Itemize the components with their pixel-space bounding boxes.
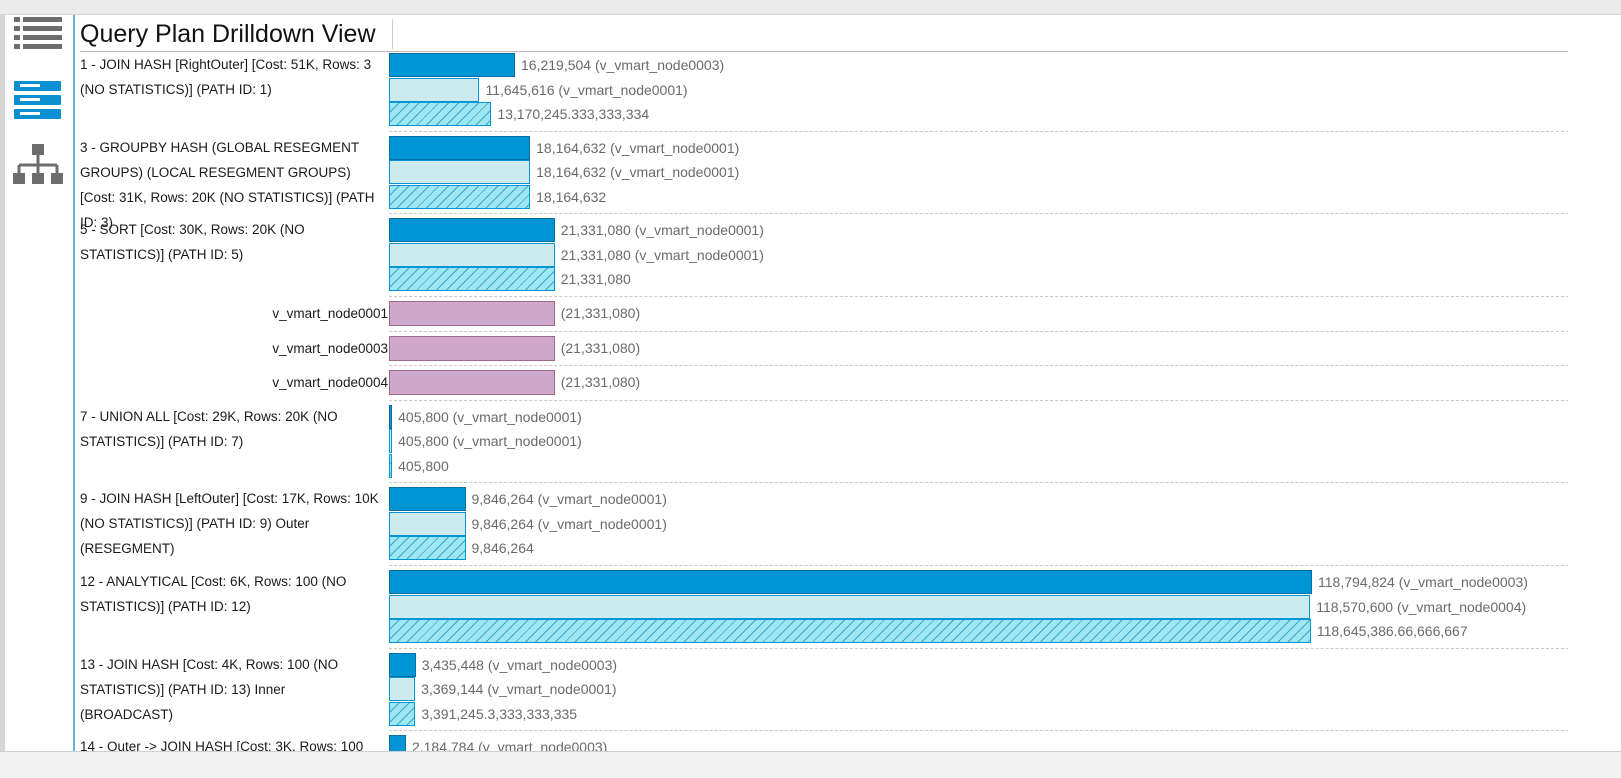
value-label: 9,846,264 <box>472 536 534 560</box>
row-separator <box>389 331 1568 332</box>
bar <box>389 185 530 209</box>
value-label: 13,170,245.333,333,334 <box>497 102 649 126</box>
value-label: 21,331,080 <box>561 267 631 291</box>
node-label: v_vmart_node0003 <box>80 336 388 361</box>
row-separator <box>389 365 1568 366</box>
value-label: (21,331,080) <box>561 336 640 360</box>
value-label: 21,331,080 (v_vmart_node0001) <box>561 218 764 242</box>
view-title: Query Plan Drilldown View <box>80 19 393 49</box>
bar <box>389 53 515 77</box>
value-label: 18,164,632 (v_vmart_node0001) <box>536 160 739 184</box>
bar <box>389 735 406 751</box>
operator-label: 5 - SORT [Cost: 30K, Rows: 20K (NO STATI… <box>80 217 380 267</box>
operator-label: 9 - JOIN HASH [LeftOuter] [Cost: 17K, Ro… <box>80 486 380 561</box>
list-icon[interactable] <box>14 17 62 49</box>
bar <box>389 595 1310 619</box>
bar <box>389 136 530 160</box>
row-separator <box>389 400 1568 401</box>
bar <box>389 653 416 677</box>
row-separator <box>389 296 1568 297</box>
bar <box>389 160 530 184</box>
value-label: 18,164,632 (v_vmart_node0001) <box>536 136 739 160</box>
bar <box>389 243 555 267</box>
bar <box>389 487 466 511</box>
value-label: 9,846,264 (v_vmart_node0001) <box>472 512 667 536</box>
bar <box>389 102 491 126</box>
bar <box>389 218 555 242</box>
value-label: 405,800 (v_vmart_node0001) <box>398 429 582 453</box>
node-label: v_vmart_node0004 <box>80 370 388 395</box>
bar <box>389 677 415 701</box>
node-bar <box>389 301 555 326</box>
value-label: (21,331,080) <box>561 370 640 394</box>
drilldown-panel: Query Plan Drilldown View 1 - JOIN HASH … <box>75 15 1568 751</box>
row-separator <box>389 131 1568 132</box>
value-label: 118,645,386.66,666,667 <box>1317 619 1468 643</box>
value-label: 118,794,824 (v_vmart_node0003) <box>1318 570 1528 594</box>
bar <box>389 619 1311 643</box>
sidebar <box>0 15 73 752</box>
value-label: 9,846,264 (v_vmart_node0001) <box>472 487 667 511</box>
right-margin <box>1568 15 1621 751</box>
row-separator <box>389 730 1568 731</box>
node-bar <box>389 370 555 395</box>
row-separator <box>389 213 1568 214</box>
bar <box>389 454 392 478</box>
node-label: v_vmart_node0001 <box>80 301 388 326</box>
bar <box>389 78 479 102</box>
value-label: 405,800 <box>398 454 449 478</box>
status-bar <box>0 751 1621 778</box>
operator-label: 12 - ANALYTICAL [Cost: 6K, Rows: 100 (NO… <box>80 569 380 619</box>
value-label: 118,570,600 (v_vmart_node0004) <box>1316 595 1526 619</box>
value-label: 21,331,080 (v_vmart_node0001) <box>561 243 764 267</box>
bar <box>389 405 392 429</box>
value-label: 16,219,504 (v_vmart_node0003) <box>521 53 724 77</box>
operator-label: 13 - JOIN HASH [Cost: 4K, Rows: 100 (NO … <box>80 652 380 727</box>
operator-label: 1 - JOIN HASH [RightOuter] [Cost: 51K, R… <box>80 52 380 102</box>
bar <box>389 429 392 453</box>
bar <box>389 702 415 726</box>
row-separator <box>389 648 1568 649</box>
value-label: 3,435,448 (v_vmart_node0003) <box>422 653 617 677</box>
server-icon[interactable] <box>14 81 61 119</box>
bar <box>389 536 466 560</box>
operator-label: 14 - Outer -> JOIN HASH [Cost: 3K, Rows:… <box>80 734 380 751</box>
bar <box>389 570 1312 594</box>
bar <box>389 267 555 291</box>
value-label: 11,645,616 (v_vmart_node0001) <box>485 78 687 102</box>
value-label: (21,331,080) <box>561 301 640 325</box>
bar <box>389 512 466 536</box>
value-label: 405,800 (v_vmart_node0001) <box>398 405 582 429</box>
node-bar <box>389 336 555 361</box>
row-separator <box>389 565 1568 566</box>
value-label: 3,391,245.3,333,333,335 <box>421 702 577 726</box>
value-label: 18,164,632 <box>536 185 606 209</box>
value-label: 2,184,784 (v_vmart_node0003) <box>412 735 607 751</box>
row-separator <box>389 482 1568 483</box>
hierarchy-icon[interactable] <box>13 144 63 184</box>
top-bar <box>0 0 1621 15</box>
operator-label: 7 - UNION ALL [Cost: 29K, Rows: 20K (NO … <box>80 404 380 454</box>
value-label: 3,369,144 (v_vmart_node0001) <box>421 677 616 701</box>
sidebar-icons <box>5 15 73 215</box>
